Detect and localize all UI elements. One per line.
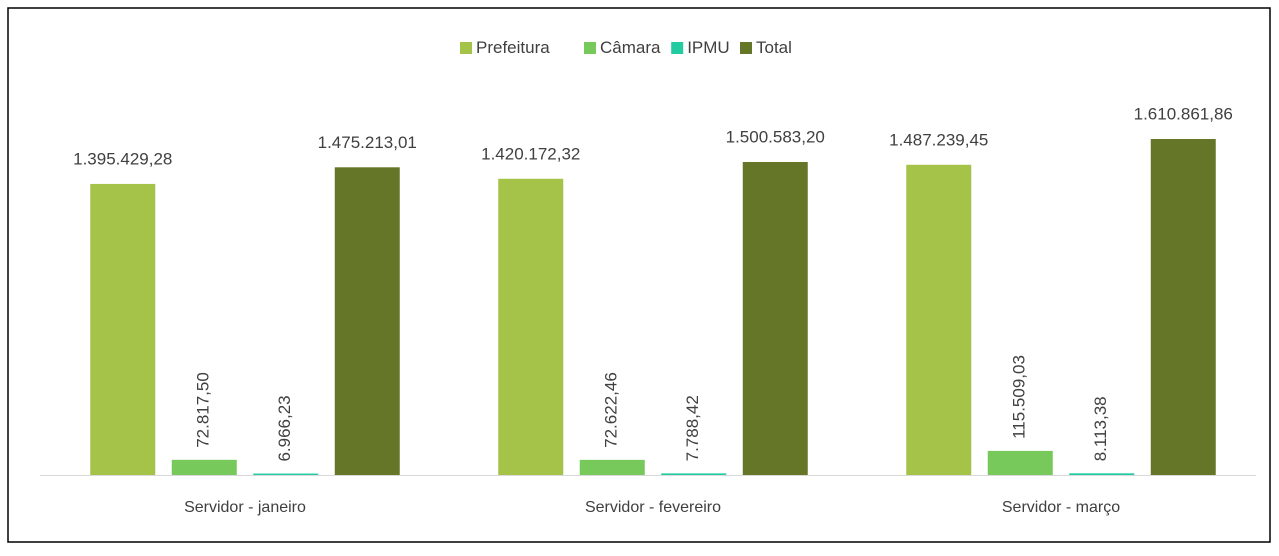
bar	[90, 183, 156, 475]
data-label: 7.788,42	[683, 395, 702, 461]
bar	[1069, 473, 1135, 475]
bar	[661, 473, 727, 475]
x-tick-label: Servidor - janeiro	[184, 499, 306, 516]
data-label: 1.610.861,86	[1134, 104, 1233, 123]
data-label: 72.622,46	[602, 372, 621, 448]
chart-frame	[7, 7, 1271, 543]
bar	[906, 164, 972, 476]
x-tick-label: Servidor - fevereiro	[585, 499, 721, 516]
legend-swatch	[740, 42, 752, 54]
legend-label: Total	[756, 38, 792, 57]
legend-label: Prefeitura	[476, 38, 550, 57]
data-label: 115.509,03	[1010, 355, 1029, 439]
data-label: 8.113,38	[1091, 396, 1110, 461]
bar	[579, 459, 645, 475]
data-label: 1.487.239,45	[889, 130, 988, 149]
legend-label: IPMU	[687, 38, 730, 57]
bar	[171, 459, 237, 475]
data-label: 1.475.213,01	[318, 133, 417, 152]
data-label: 6.966,23	[275, 395, 294, 461]
legend-swatch	[460, 42, 472, 54]
x-tick-label: Servidor - março	[1002, 499, 1120, 516]
legend-swatch	[584, 42, 596, 54]
data-label: 72.817,50	[194, 372, 213, 448]
data-label: 1.395.429,28	[73, 149, 172, 168]
bar	[334, 167, 400, 475]
bar	[1150, 139, 1216, 475]
bar	[987, 450, 1053, 475]
bar	[498, 178, 564, 475]
bar	[742, 162, 808, 475]
legend-swatch	[671, 42, 684, 54]
data-label: 1.420.172,32	[481, 144, 580, 163]
legend-label: Câmara	[600, 38, 661, 57]
bar	[253, 473, 319, 475]
data-label: 1.500.583,20	[726, 127, 825, 146]
